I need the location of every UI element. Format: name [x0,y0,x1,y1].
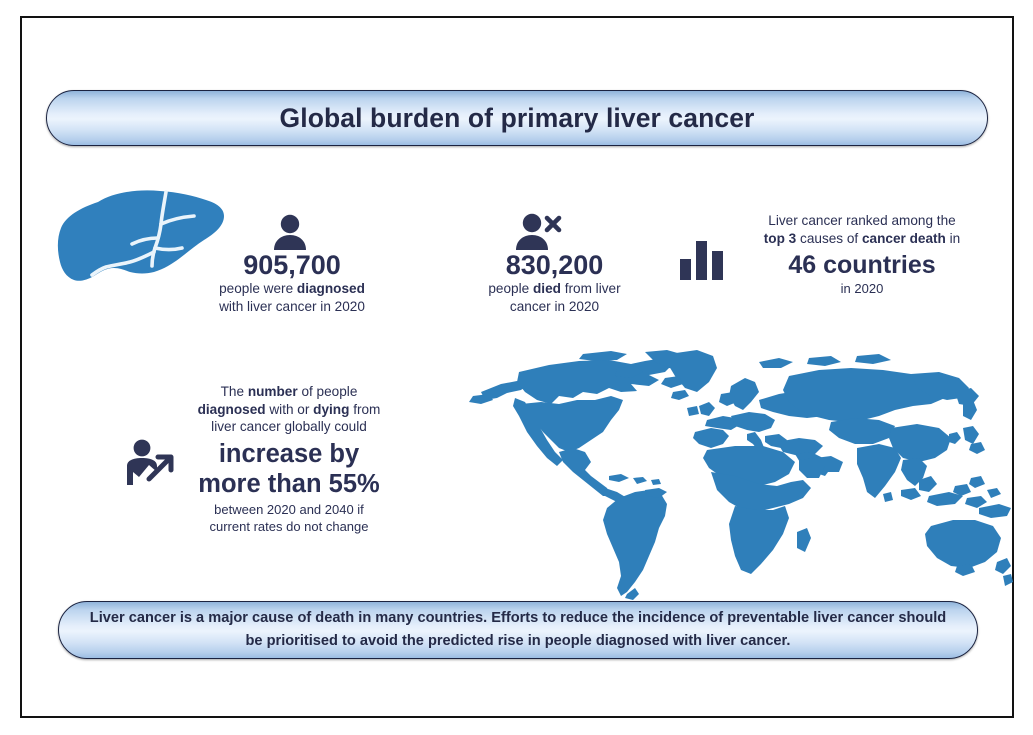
stat-diagnosed-caption-bold: diagnosed [296,281,365,297]
stat-died-value: 830,200 [505,250,604,280]
world-map [459,348,1015,600]
stat-countries-caption-line1: Liver cancer ranked among the [768,213,956,228]
stat-countries: Liver cancer ranked among the top 3 caus… [722,212,1002,296]
stat-increase-bold-number: number [247,384,298,399]
stat-increase-tail: between 2020 and 2040 if current rates d… [174,502,404,535]
stat-countries-year: in 2020 [840,281,884,297]
stat-diagnosed-value: 905,700 [243,250,341,280]
footer-banner: Liver cancer is a major cause of death i… [58,601,978,659]
stat-countries-value: 46 countries [788,251,936,280]
stat-died-caption-bold: died [532,281,561,297]
person-deceased-icon [514,212,562,255]
stat-diagnosed-caption-line2: with liver cancer in 2020 [219,298,365,314]
stat-increase-lead-mid2: with or [265,401,314,417]
stat-increase-lead-mid3: from [349,401,381,417]
stat-increase-tail-line1: between 2020 and 2040 if [214,502,364,518]
stat-died-caption-line2: cancer in 2020 [509,298,600,314]
stat-died-caption: people died from liver cancer in 2020 [447,280,662,315]
stat-diagnosed-caption: people were diagnosed with liver cancer … [172,280,412,315]
bar-chart-icon [679,240,725,285]
stat-countries-caption: Liver cancer ranked among the top 3 caus… [722,212,1002,247]
stat-countries-bold-cancer-death: cancer death [862,230,946,246]
stat-increase: The number of people diagnosed with or d… [174,383,404,535]
stat-increase-bold-diagnosed: diagnosed [197,401,266,417]
stat-died-caption-post: from liver [560,281,621,297]
stat-increase-lead-mid1: of people [297,384,358,399]
stat-died: 830,200 people died from liver cancer in… [447,250,662,315]
stat-diagnosed-caption-pre: people were [219,281,297,297]
stat-countries-caption-mid: causes of [796,230,862,246]
stat-diagnosed: 905,700 people were diagnosed with liver… [172,250,412,315]
stat-died-caption-pre: people [488,281,533,297]
person-icon [270,214,310,255]
title-banner: Global burden of primary liver cancer [46,90,988,146]
page-title: Global burden of primary liver cancer [279,102,755,133]
stat-increase-lead-pre: The [220,384,248,399]
stat-increase-tail-line2: current rates do not change [209,518,369,534]
footer-message: Liver cancer is a major cause of death i… [89,610,947,649]
stat-countries-caption-post: in [945,230,961,246]
liver-organ-icon [54,186,226,303]
stat-countries-bold-top3: top 3 [763,230,797,246]
poster-frame: Global burden of primary liver cancer [20,16,1014,718]
stat-increase-lead: The number of people diagnosed with or d… [174,383,404,436]
stat-increase-value-line1: increase by [218,440,360,469]
stat-increase-value-line2: more than 55% [198,469,380,498]
person-growth-arrow-icon [125,439,177,492]
stat-increase-bold-dying: dying [313,401,350,417]
stat-increase-lead-line3: liver cancer globally could [211,419,367,435]
